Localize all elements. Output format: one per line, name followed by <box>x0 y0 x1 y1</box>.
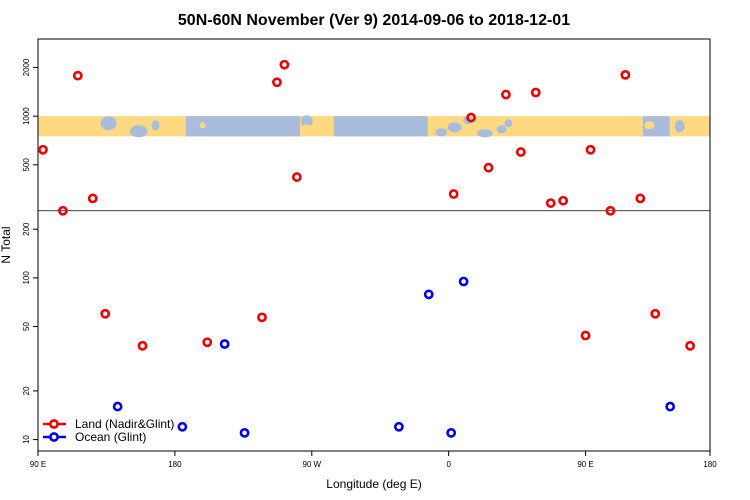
land-point <box>38 144 48 155</box>
legend-swatch-marker <box>49 432 59 442</box>
map-coast <box>496 125 507 134</box>
data-points <box>38 59 695 438</box>
map-coast <box>300 115 313 128</box>
map-island <box>302 124 311 133</box>
land-point <box>585 144 596 155</box>
x-axis: 90 E 180 90 W 0 90 E 180 <box>30 451 717 469</box>
map-coast <box>674 120 685 133</box>
map-island <box>199 122 206 129</box>
land-point <box>137 340 148 351</box>
ocean-point <box>239 427 250 438</box>
land-point <box>483 162 494 173</box>
land-point <box>57 205 68 216</box>
plot-frame <box>37 38 711 452</box>
land-point <box>530 87 541 98</box>
land-point <box>620 69 631 80</box>
x-tick-label: 180 <box>168 460 182 469</box>
land-point <box>466 112 476 123</box>
legend-entry: Land (Nadir&Glint) <box>75 417 174 431</box>
world-map-band <box>38 115 710 138</box>
map-ocean <box>333 116 428 137</box>
map-island <box>644 121 655 130</box>
ocean-point <box>446 427 457 438</box>
land-point <box>580 330 591 341</box>
map-coast <box>476 129 493 138</box>
map-coast <box>447 122 462 133</box>
map-coast <box>656 128 669 137</box>
y-tick-label: 50 <box>22 322 31 331</box>
ocean-point <box>219 339 230 349</box>
ocean-point <box>112 401 123 412</box>
y-axis: 10 20 50 100 200 500 1000 2000 <box>22 58 38 444</box>
land-point <box>558 195 569 206</box>
land-point <box>448 189 459 199</box>
map-coast <box>504 119 513 128</box>
land-point <box>202 337 213 348</box>
land-point <box>685 340 695 351</box>
land-point <box>515 147 526 157</box>
land-point <box>72 70 83 81</box>
ocean-point <box>458 276 469 287</box>
x-tick-label: 90 E <box>577 460 593 469</box>
x-tick-label: 90 W <box>302 460 321 469</box>
map-coast <box>129 125 148 138</box>
y-tick-label: 100 <box>22 271 31 285</box>
y-tick-label: 20 <box>22 386 31 395</box>
map-coast <box>100 116 117 131</box>
map-island <box>433 120 442 127</box>
y-tick-label: 10 <box>22 435 31 444</box>
land-point <box>605 205 616 216</box>
map-coast <box>435 128 448 137</box>
x-tick-label: 180 <box>703 460 717 469</box>
land-point <box>635 193 646 204</box>
x-tick-label: 0 <box>446 460 451 469</box>
land-point <box>650 308 661 319</box>
land-point <box>291 172 302 182</box>
legend-swatch-marker <box>49 419 59 429</box>
land-point <box>257 312 267 323</box>
y-tick-label: 1000 <box>22 107 31 125</box>
y-tick-label: 2000 <box>22 58 31 76</box>
map-ocean <box>185 116 301 137</box>
map-coast <box>151 120 160 131</box>
land-point <box>545 198 556 208</box>
y-axis-label: N Total <box>0 226 13 263</box>
land-point <box>279 59 290 70</box>
x-tick-label: 90 E <box>30 460 46 469</box>
legend: Land (Nadir&Glint)Ocean (Glint) <box>43 417 174 444</box>
land-point <box>501 89 511 100</box>
y-tick-label: 200 <box>22 222 31 236</box>
x-axis-label: Longitude (deg E) <box>326 477 421 491</box>
y-tick-label: 500 <box>22 158 31 172</box>
land-point <box>272 77 282 88</box>
ocean-point <box>423 289 434 300</box>
ocean-point <box>393 421 404 432</box>
chart-title: 50N-60N November (Ver 9) 2014-09-06 to 2… <box>178 12 570 29</box>
ocean-point <box>177 421 188 432</box>
ocean-point <box>665 401 676 412</box>
legend-entry: Ocean (Glint) <box>75 430 146 444</box>
land-point <box>87 193 98 204</box>
land-point <box>100 308 111 319</box>
